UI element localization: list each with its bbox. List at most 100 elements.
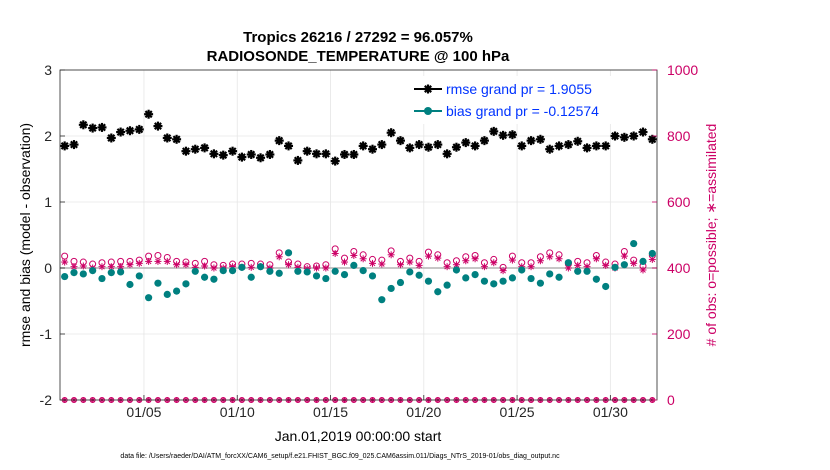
- obs-assimilated-point: [173, 261, 181, 269]
- bias-point: [564, 259, 572, 267]
- obs-assimilated-point: [163, 257, 171, 265]
- obs-assimilated-point: [350, 251, 358, 259]
- bias-point: [518, 266, 526, 274]
- obs-assimilated-point: [602, 261, 610, 269]
- rmse-point: [395, 136, 405, 146]
- legend-box: [408, 76, 652, 124]
- obs-assimilated-point: [285, 261, 293, 269]
- x-axis-label: Jan.01,2019 00:00:00 start: [275, 428, 442, 444]
- rmse-point: [172, 134, 182, 144]
- rmse-point: [246, 149, 256, 159]
- rmse-point: [479, 136, 489, 146]
- rmse-point: [88, 123, 98, 133]
- rmse-point: [414, 140, 424, 150]
- rmse-point: [200, 143, 210, 153]
- obs-assimilated-point: [630, 259, 638, 267]
- rmse-point: [601, 141, 611, 151]
- rmse-point: [470, 141, 480, 151]
- obs-assimilated-point: [424, 252, 432, 260]
- bias-point: [415, 271, 423, 279]
- bias-point: [303, 268, 311, 276]
- bias-point: [219, 267, 227, 275]
- bias-point: [191, 267, 199, 275]
- rmse-point: [591, 141, 601, 151]
- y-left-tick-label: 1: [44, 194, 52, 210]
- rmse-point: [367, 144, 377, 154]
- rmse-point: [461, 138, 471, 148]
- rmse-point: [619, 132, 629, 142]
- legend-bias-marker: [424, 107, 432, 115]
- rmse-point: [629, 131, 639, 141]
- x-tick-label: 01/20: [406, 404, 441, 420]
- obs-assimilated-point: [462, 257, 470, 265]
- bias-point: [350, 261, 358, 269]
- bias-point: [145, 294, 153, 302]
- rmse-point: [442, 149, 452, 159]
- rmse-point: [489, 126, 499, 136]
- legend-bias-label: bias grand pr = -0.12574: [446, 103, 599, 119]
- obs-assimilated-point: [499, 267, 507, 275]
- rmse-point: [274, 136, 284, 146]
- bias-point: [611, 263, 619, 271]
- obs-assimilated-point: [620, 252, 628, 260]
- rmse-point: [358, 141, 368, 151]
- bias-point: [508, 274, 517, 282]
- rmse-point: [228, 146, 238, 156]
- bias-point: [61, 272, 69, 281]
- x-tick-label: 01/15: [313, 404, 348, 420]
- rmse-point: [405, 143, 415, 153]
- rmse-point: [97, 122, 107, 132]
- bias-point: [173, 287, 181, 295]
- obs-assimilated-point: [378, 260, 386, 268]
- bias-point: [452, 266, 461, 274]
- bias-point: [107, 269, 115, 277]
- bias-point: [312, 272, 321, 280]
- legend: rmse grand pr = 1.9055 bias grand pr = -…: [408, 76, 652, 124]
- bias-point: [536, 279, 544, 287]
- bias-point: [424, 277, 433, 285]
- obs-assimilated-point: [70, 263, 78, 271]
- obs-assimilated-point: [313, 264, 321, 272]
- y-left-tick-label: 3: [44, 62, 52, 78]
- rmse-point: [69, 140, 79, 150]
- rmse-point: [423, 142, 433, 152]
- bias-point: [79, 270, 87, 278]
- bias-point: [490, 280, 498, 288]
- rmse-point: [433, 140, 443, 150]
- obs-assimilated-point: [443, 263, 451, 271]
- obs-assimilated-point: [331, 249, 339, 257]
- data-layer: [60, 109, 657, 403]
- x-tick-label: 01/30: [593, 404, 628, 420]
- bias-point: [117, 268, 125, 276]
- y-left-tick-label: -2: [40, 392, 53, 408]
- bias-point: [284, 249, 293, 257]
- rmse-point: [554, 141, 564, 151]
- bias-point: [163, 290, 171, 298]
- obs-assimilated-point: [406, 258, 414, 266]
- rmse-point: [573, 136, 583, 146]
- bias-point: [210, 275, 218, 283]
- bias-point: [200, 273, 209, 281]
- obs-assimilated-point: [639, 266, 647, 274]
- y-left-tick-label: -1: [40, 326, 53, 342]
- bias-point: [434, 288, 442, 296]
- bias-point: [182, 280, 190, 288]
- rmse-point: [181, 146, 191, 156]
- obs-assimilated-point: [359, 255, 367, 263]
- bias-point: [98, 274, 106, 283]
- bias-point: [238, 263, 246, 271]
- obs-assimilated-point: [546, 253, 554, 261]
- bias-point: [583, 267, 591, 275]
- bias-point: [387, 284, 395, 293]
- bias-point: [294, 267, 302, 275]
- bias-point: [406, 268, 414, 276]
- x-tick-label: 01/10: [220, 404, 255, 420]
- rmse-point: [498, 130, 508, 140]
- bias-point: [555, 273, 563, 281]
- obs-assimilated-point: [126, 261, 134, 269]
- rmse-point: [535, 134, 545, 144]
- bias-point: [368, 272, 377, 280]
- rmse-point: [545, 144, 555, 154]
- bias-point: [396, 278, 405, 287]
- bias-point: [154, 279, 162, 287]
